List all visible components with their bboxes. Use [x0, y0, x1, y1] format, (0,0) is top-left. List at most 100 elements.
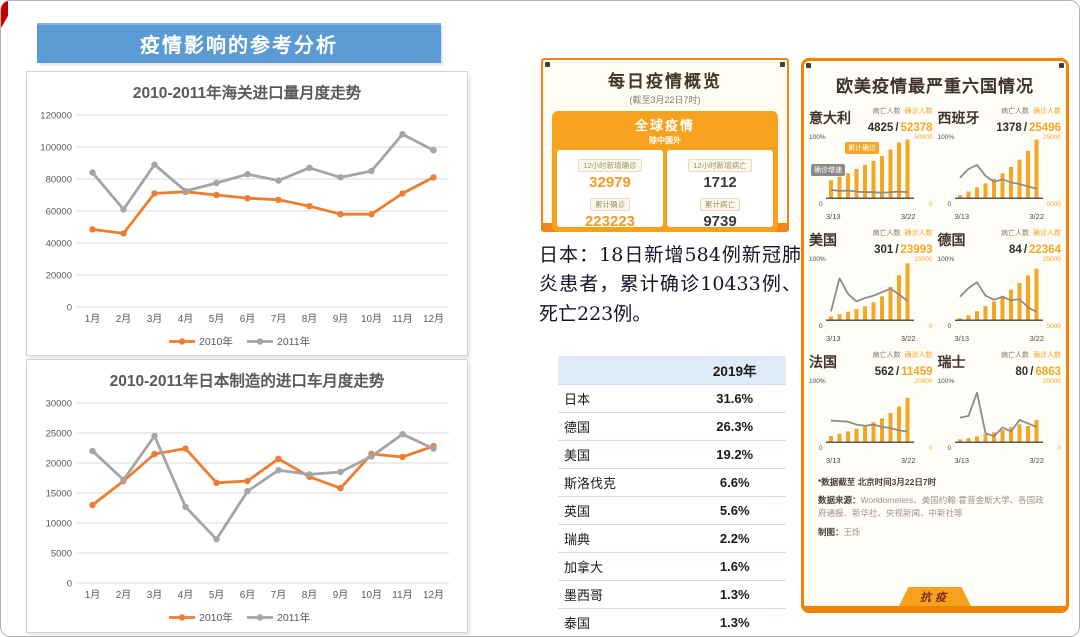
- country-cell: 泰国: [558, 608, 684, 636]
- deaths-label: 病亡人数: [1001, 352, 1029, 360]
- svg-text:20000: 20000: [46, 459, 72, 470]
- x-end-label: 3/22: [1029, 212, 1044, 221]
- table-row: 德国 26.3%: [558, 412, 786, 441]
- japan-cars-chart-svg: 0 5000 10000 15000 20000 25000 30000 1月 2月 3月 4月 5月…: [46, 399, 449, 624]
- svg-text:6月: 6月: [240, 589, 256, 601]
- left-axis-top: 100%: [937, 256, 955, 263]
- table-row: 瑞典 2.2%: [558, 524, 786, 553]
- svg-text:0: 0: [67, 579, 72, 590]
- table-row: 加拿大 1.6%: [558, 552, 786, 581]
- svg-text:8月: 8月: [302, 313, 318, 325]
- country-stats: 病亡人数 确诊人数 84/22364: [1001, 230, 1061, 256]
- svg-text:10月: 10月: [361, 589, 382, 601]
- x-start-label: 3/13: [826, 212, 841, 221]
- red-corner-mark: [1, 1, 8, 28]
- svg-text:100000: 100000: [40, 143, 72, 154]
- mini-chart-svg: [954, 139, 1043, 199]
- svg-text:1月: 1月: [85, 589, 101, 601]
- svg-text:4月: 4月: [178, 313, 194, 325]
- country-stats: 病亡人数 确诊人数 562/11459: [872, 352, 933, 378]
- svg-text:15000: 15000: [46, 489, 72, 500]
- confirmed-label: 确诊人数: [904, 230, 933, 238]
- country-stats: 病亡人数 确诊人数 1378/25496: [996, 108, 1061, 134]
- country-header: 西班牙 病亡人数 确诊人数 1378/25496: [937, 103, 1062, 134]
- confirmed-value: 6863: [1035, 366, 1061, 378]
- japan-cars-chart-title: 2010-2011年日本制造的进口车月度走势: [109, 373, 385, 390]
- svg-text:5月: 5月: [209, 313, 225, 325]
- country-cell: 日本: [558, 384, 684, 413]
- left-axis-bottom: 0: [947, 323, 952, 330]
- cumulative-confirmed-tag: 累计确诊: [845, 142, 879, 154]
- country-header: 瑞士 病亡人数 确诊人数 80/6863: [937, 347, 1062, 378]
- right-axis-bottom: 0: [928, 201, 933, 208]
- svg-text:25000: 25000: [46, 429, 72, 440]
- data-source-text: Worldometers、美国约翰·霍普金斯大学、各国政府通报、新华社、央视新闻…: [818, 495, 1044, 518]
- total-deaths-label: 累计病亡: [700, 198, 740, 211]
- data-source-label: 数据来源：: [818, 495, 861, 505]
- country-mini-chart: 100% 0 25000 0 3/13 3/22: [809, 256, 933, 344]
- country-header: 美国 病亡人数 确诊人数 301/23993: [809, 225, 933, 256]
- svg-text:6月: 6月: [240, 313, 256, 325]
- slide-title: 疫情影响的参考分析: [140, 34, 338, 57]
- daily-card-title: 每日疫情概览: [608, 72, 722, 91]
- svg-text:40000: 40000: [46, 239, 72, 250]
- country-header: 意大利 病亡人数 确诊人数 4825/52378: [809, 103, 933, 134]
- table-row: 美国 19.2%: [558, 440, 786, 469]
- svg-text:11月: 11月: [392, 313, 412, 325]
- table-row: 墨西哥 1.3%: [558, 580, 786, 609]
- pin-icon: [780, 62, 785, 67]
- svg-text:5000: 5000: [51, 549, 72, 560]
- six-country-card: 欧美疫情最严重六国情况 意大利 病亡人数 确诊人数 4825/52378 100%…: [801, 58, 1069, 613]
- svg-text:0: 0: [67, 303, 72, 314]
- x-end-label: 3/22: [1029, 334, 1044, 343]
- svg-text:9月: 9月: [333, 589, 349, 601]
- deaths-value: 80: [1015, 366, 1029, 378]
- deaths-label: 病亡人数: [872, 108, 901, 116]
- six-card-title: 欧美疫情最严重六国情况: [836, 77, 1034, 96]
- confirmed-value: 52378: [900, 122, 933, 134]
- svg-text:7月: 7月: [271, 589, 287, 601]
- x-start-label: 3/13: [954, 212, 970, 221]
- confirmed-stats-panel: 12小时新增确诊 32979 累计确诊 223223: [557, 150, 663, 230]
- left-axis-top: 100%: [937, 378, 955, 385]
- left-axis-bottom: 0: [947, 201, 952, 208]
- country-name: 瑞士: [937, 354, 966, 370]
- country-mini-chart: 100% 0 20000 0 3/13 3/22: [809, 378, 933, 466]
- country-stats: 病亡人数 确诊人数 4825/52378: [867, 108, 933, 134]
- table-row: 英国 5.6%: [558, 496, 786, 525]
- country-name: 美国: [809, 232, 837, 248]
- pin-icon: [1059, 63, 1064, 68]
- mini-chart-svg: [826, 263, 914, 321]
- slide-title-banner: 疫情影响的参考分析: [37, 23, 441, 63]
- right-axis-top: 20000: [1042, 378, 1061, 385]
- deaths-label: 病亡人数: [1001, 230, 1029, 238]
- svg-text:12月: 12月: [423, 589, 444, 601]
- left-axis-bottom: 0: [819, 201, 823, 208]
- six-card-notes: *数据截至 北京时间3月22日7时 数据来源：Worldometers、美国约翰…: [818, 476, 1052, 538]
- pct-cell: 1.3%: [683, 580, 786, 609]
- svg-text:20000: 20000: [46, 271, 72, 282]
- deaths-value: 84: [1009, 244, 1022, 256]
- svg-text:2月: 2月: [116, 589, 132, 601]
- pin-icon: [545, 62, 550, 67]
- country-stats: 病亡人数 确诊人数 301/23993: [872, 230, 933, 256]
- x-end-label: 3/22: [900, 334, 916, 343]
- country-cell: 斯洛伐克: [558, 468, 684, 497]
- confirmed-value: 25496: [1029, 122, 1061, 134]
- credit-label: 制图：: [818, 526, 844, 537]
- country-mini-chart: 100% 0 20000 0 3/13 3/22: [938, 378, 1062, 466]
- pct-cell: 1.6%: [683, 552, 786, 581]
- deaths-value: 562: [874, 366, 894, 378]
- x-start-label: 3/13: [826, 334, 841, 343]
- deaths-label: 病亡人数: [872, 352, 901, 360]
- right-axis-top: 25000: [1042, 134, 1061, 141]
- country-name: 西班牙: [937, 110, 980, 126]
- deaths-label: 病亡人数: [1001, 108, 1029, 116]
- total-confirmed-label: 累计确诊: [590, 198, 630, 211]
- pct-cell: 31.6%: [683, 384, 786, 413]
- confirmed-label: 确诊人数: [1033, 108, 1061, 116]
- country-block-italy: 意大利 病亡人数 确诊人数 4825/52378 100% 0 50000 0 3…: [809, 103, 933, 222]
- svg-text:2011年: 2011年: [277, 611, 310, 624]
- deaths-value: 301: [874, 244, 894, 256]
